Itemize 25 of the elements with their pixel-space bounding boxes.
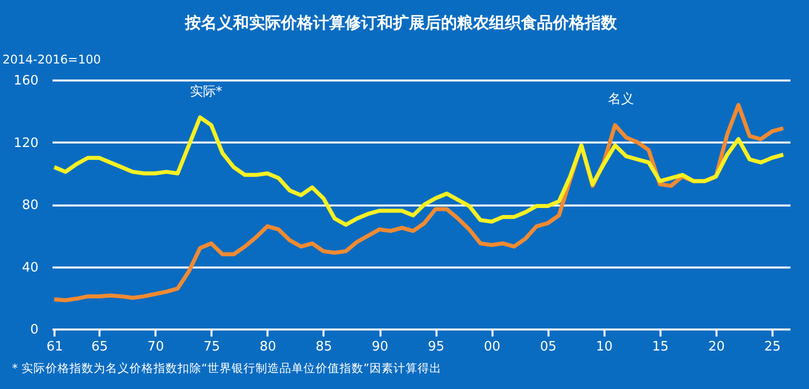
x-tick-label: 65 xyxy=(91,340,108,354)
y-tick-label: 40 xyxy=(22,260,38,276)
x-tick-label: 70 xyxy=(147,340,164,354)
x-tick-label: 05 xyxy=(540,340,557,354)
text: * 实际价格指数为名义价格指数扣除“世界银行制造品单位价值指数”因素计算得出 xyxy=(12,361,442,375)
chart-title: 按名义和实际价格计算修订和扩展后的粮农组织食品价格指数 xyxy=(184,13,618,32)
line-series xyxy=(52,115,786,227)
x-tick-label: 75 xyxy=(203,340,220,354)
x-tick-label: 00 xyxy=(484,340,500,354)
x-tick-label: 15 xyxy=(652,340,669,354)
x-tick-label: 10 xyxy=(596,340,613,354)
annotation: 实际* xyxy=(190,84,223,100)
x-tick-label: 20 xyxy=(708,340,725,354)
x-tick-label: 25 xyxy=(764,340,781,354)
y-axis-title: 2014-2016=100 xyxy=(2,52,101,66)
annotation: 名义 xyxy=(608,92,634,108)
y-tick-label: 160 xyxy=(14,74,38,88)
y-tick-label: 120 xyxy=(14,136,38,151)
x-tick-label: 85 xyxy=(316,340,332,354)
x-tick-label: 95 xyxy=(428,340,444,354)
x-tick-label: 61 xyxy=(46,340,64,354)
y-tick-label: 0 xyxy=(30,322,38,338)
y-tick-label: 80 xyxy=(22,198,38,213)
x-tick-label: 90 xyxy=(372,340,388,354)
x-tick-label: 80 xyxy=(260,340,276,354)
